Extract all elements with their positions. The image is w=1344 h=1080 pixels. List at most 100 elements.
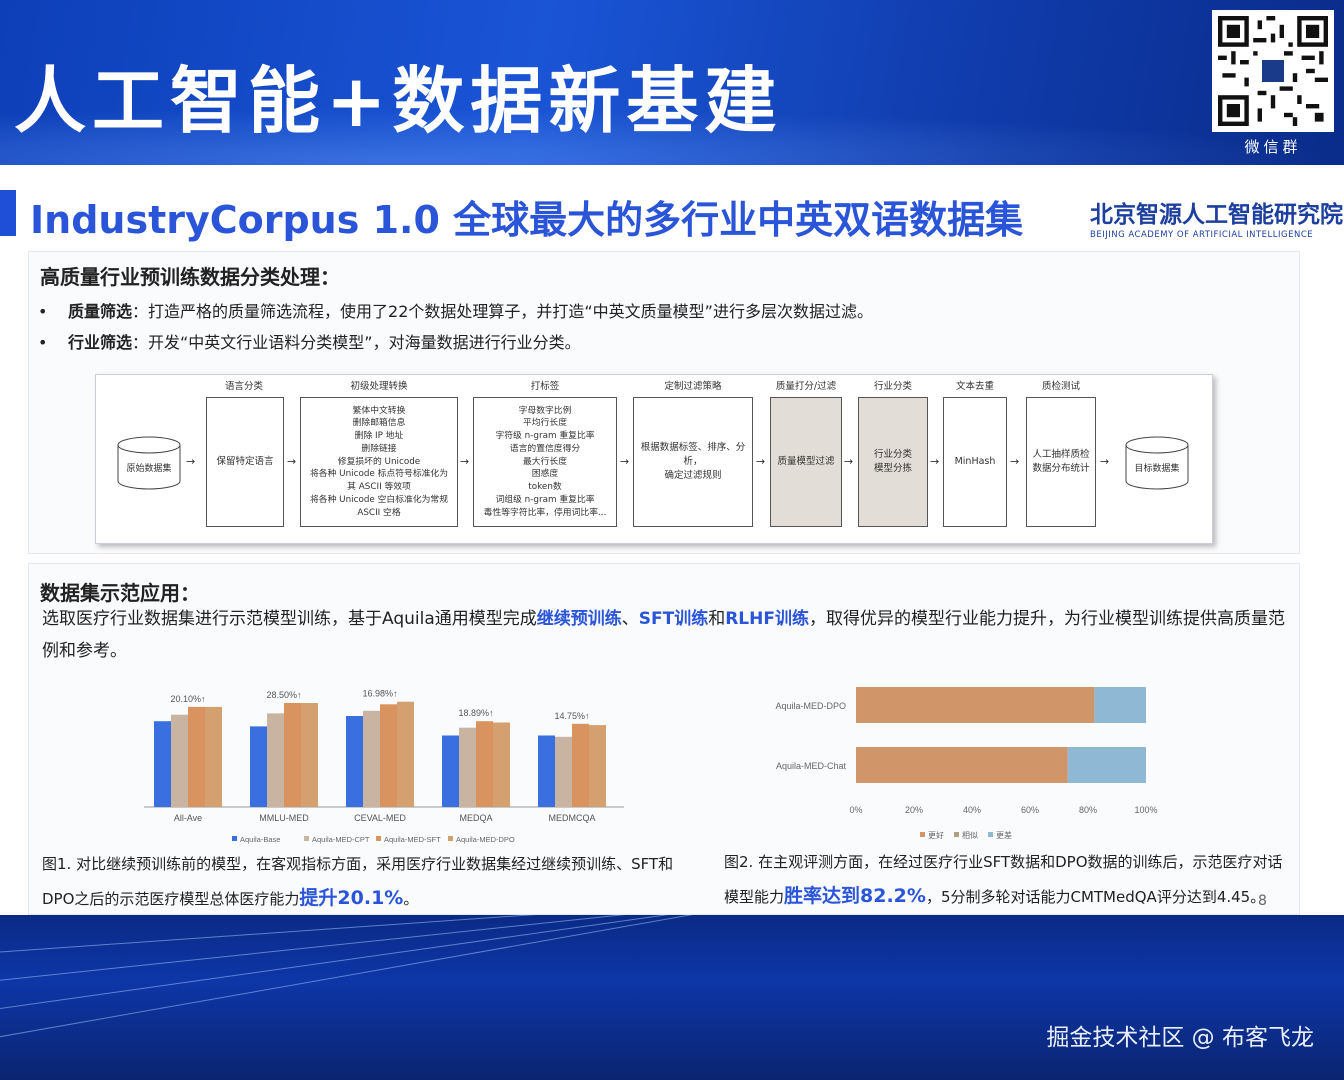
step-language-filter: 保留特定语言 xyxy=(206,397,284,527)
bar xyxy=(154,721,171,807)
step-header: 行业分类 xyxy=(873,381,912,392)
bar xyxy=(442,735,459,807)
legend-label: 更好 xyxy=(928,830,944,840)
step-line: 字符级 n-gram 重复比率 xyxy=(495,431,595,442)
step-line: 数据分布统计 xyxy=(1032,463,1090,474)
bar-annotation: 18.89%↑ xyxy=(458,708,493,718)
para-text: 、 xyxy=(621,609,639,629)
arrow-icon: → xyxy=(930,455,940,468)
step-line: token数 xyxy=(528,482,562,493)
caption-highlight: 提升20.1% xyxy=(299,887,404,909)
qr-caption: 微信群 xyxy=(1244,138,1302,156)
wechat-qr-code xyxy=(1212,10,1334,132)
step-line: 困惑度 xyxy=(531,469,559,480)
legend-swatch xyxy=(920,832,925,837)
org-name-en: BEIJING ACADEMY OF ARTIFICIAL INTELLIGEN… xyxy=(1090,230,1314,240)
bar xyxy=(380,704,397,807)
step-line: 字母数字比例 xyxy=(518,405,572,416)
bar xyxy=(538,735,555,807)
step-line: 其 ASCII 等效项 xyxy=(347,482,411,493)
caption-highlight: 胜率达到82.2% xyxy=(784,885,926,907)
decor-ray xyxy=(0,915,1132,1046)
bar xyxy=(205,706,222,807)
step-line: 析， xyxy=(683,456,703,468)
bar-annotation: 14.75%↑ xyxy=(554,711,589,721)
step-line: 删除邮箱信息 xyxy=(352,418,406,429)
step-header: 初级处理转换 xyxy=(350,381,408,392)
para-text: ，取得优异的模型行业能力提升，为行业模型训练提供高质量范例和参考。 xyxy=(42,609,1285,661)
legend-label: Aquila-MED-CPT xyxy=(312,835,370,844)
legend-label: Aquila-Base xyxy=(240,835,280,844)
bar xyxy=(459,727,476,807)
section1-title: 高质量行业预训练数据分类处理： xyxy=(40,265,340,289)
bullet-industry: • 行业筛选：开发“中英文行业语料分类模型”，对海量数据进行行业分类。 xyxy=(38,329,581,353)
x-tick-label: 20% xyxy=(905,805,923,815)
bar-annotation: 28.50%↑ xyxy=(266,690,301,700)
step-header: 文本去重 xyxy=(955,381,994,392)
legend-swatch xyxy=(988,832,993,837)
bar xyxy=(555,736,572,807)
step-header: 质检测试 xyxy=(1041,381,1080,392)
bar xyxy=(267,713,284,807)
bar xyxy=(572,723,589,807)
step-line: 词组级 n-gram 重复比率 xyxy=(495,494,595,505)
arrow-icon: → xyxy=(460,455,470,468)
arrow-icon: → xyxy=(1010,455,1020,468)
legend-swatch xyxy=(304,836,309,841)
bar xyxy=(284,703,301,807)
x-tick-label: 100% xyxy=(1134,805,1157,815)
para-text: 选取医疗行业数据集进行示范模型训练，基于Aquila通用模型完成 xyxy=(42,609,537,629)
step-line: 确定过滤规则 xyxy=(664,469,722,481)
page-number: 8 xyxy=(1258,893,1267,909)
org-logo: 北京智源人工智能研究院 BEIJING ACADEMY OF ARTIFICIA… xyxy=(1090,195,1343,240)
source-database-icon xyxy=(116,435,182,491)
step-line: 删除链接 xyxy=(361,443,397,454)
step-quality-check: 人工抽样质检 数据分布统计 xyxy=(1026,397,1096,527)
bar xyxy=(346,716,363,807)
arrow-icon: → xyxy=(1100,455,1110,468)
x-tick-label: MEDMCQA xyxy=(549,813,596,823)
step-line: 平均行长度 xyxy=(523,418,567,429)
step-header: 定制过滤策略 xyxy=(664,381,722,392)
bullet-text: ：打造严格的质量筛选流程，使用了22个数据处理算子，并打造“中英文质量模型”进行… xyxy=(132,302,873,321)
stacked-bar-segment xyxy=(856,747,1068,783)
x-tick-label: CEVAL-MED xyxy=(354,813,406,823)
step-custom-filter: 根据数据标签、排序、分 析， 确定过滤规则 xyxy=(633,397,753,527)
bar-annotation: 20.10%↑ xyxy=(170,694,205,704)
stacked-bar-segment xyxy=(1067,747,1146,783)
banner-title: 人工智能+数据新基建 xyxy=(14,59,783,143)
x-tick-label: All-Ave xyxy=(174,813,202,823)
step-header: 打标签 xyxy=(530,381,560,392)
step-tagging: 字母数字比例 平均行长度 字符级 n-gram 重复比率 语言的置信度得分 最大… xyxy=(473,397,617,527)
stacked-bar-segment xyxy=(1094,687,1146,723)
slide: IndustryCorpus 1.0 全球最大的多行业中英双语数据集 北京智源人… xyxy=(0,165,1344,915)
x-tick-label: 60% xyxy=(1021,805,1039,815)
arrow-icon: → xyxy=(844,455,854,468)
bullet-term: 行业筛选 xyxy=(68,333,133,352)
bar xyxy=(301,703,318,807)
bar xyxy=(171,714,188,807)
watermark: 掘金技术社区 @ 布客飞龙 xyxy=(1046,1025,1314,1051)
caption-text: 图2. 在主观评测方面，在经过医疗行业SFT数据和DPO数据的训练后，示范医疗对… xyxy=(724,853,1283,906)
step-line: 删除 IP 地址 xyxy=(354,431,404,442)
step-line: 将各种 Unicode 标点符号标准化为 xyxy=(309,469,449,480)
bullet-text: ：开发“中英文行业语料分类模型”，对海量数据进行行业分类。 xyxy=(132,333,581,352)
step-line: 毒性等字符比率，停用词比率... xyxy=(483,507,607,518)
caption-text: 。 xyxy=(403,890,419,908)
step-line: 保留特定语言 xyxy=(216,456,274,468)
title-accent-bar xyxy=(0,190,16,236)
step-line: 模型分拣 xyxy=(873,463,912,474)
bar xyxy=(363,710,380,807)
step-line: 最大行长度 xyxy=(523,456,567,467)
arrow-icon: → xyxy=(620,455,630,468)
step-basic-processing: 繁体中文转换 删除邮箱信息 删除 IP 地址 删除链接 修复损坏的 Unicod… xyxy=(300,397,458,527)
bar xyxy=(589,725,606,807)
bar xyxy=(250,726,267,807)
figure2-caption: 图2. 在主观评测方面，在经过医疗行业SFT数据和DPO数据的训练后，示范医疗对… xyxy=(724,845,1290,914)
step-industry-classification: 行业分类 模型分拣 xyxy=(858,397,928,527)
step-line: 质量模型过滤 xyxy=(777,456,835,468)
step-header: 质量打分/过滤 xyxy=(775,381,837,392)
arrow-icon: → xyxy=(756,455,766,468)
application-paragraph: 选取医疗行业数据集进行示范模型训练，基于Aquila通用模型完成继续预训练、SF… xyxy=(42,603,1292,667)
step-line: 根据数据标签、排序、分 xyxy=(640,442,746,454)
